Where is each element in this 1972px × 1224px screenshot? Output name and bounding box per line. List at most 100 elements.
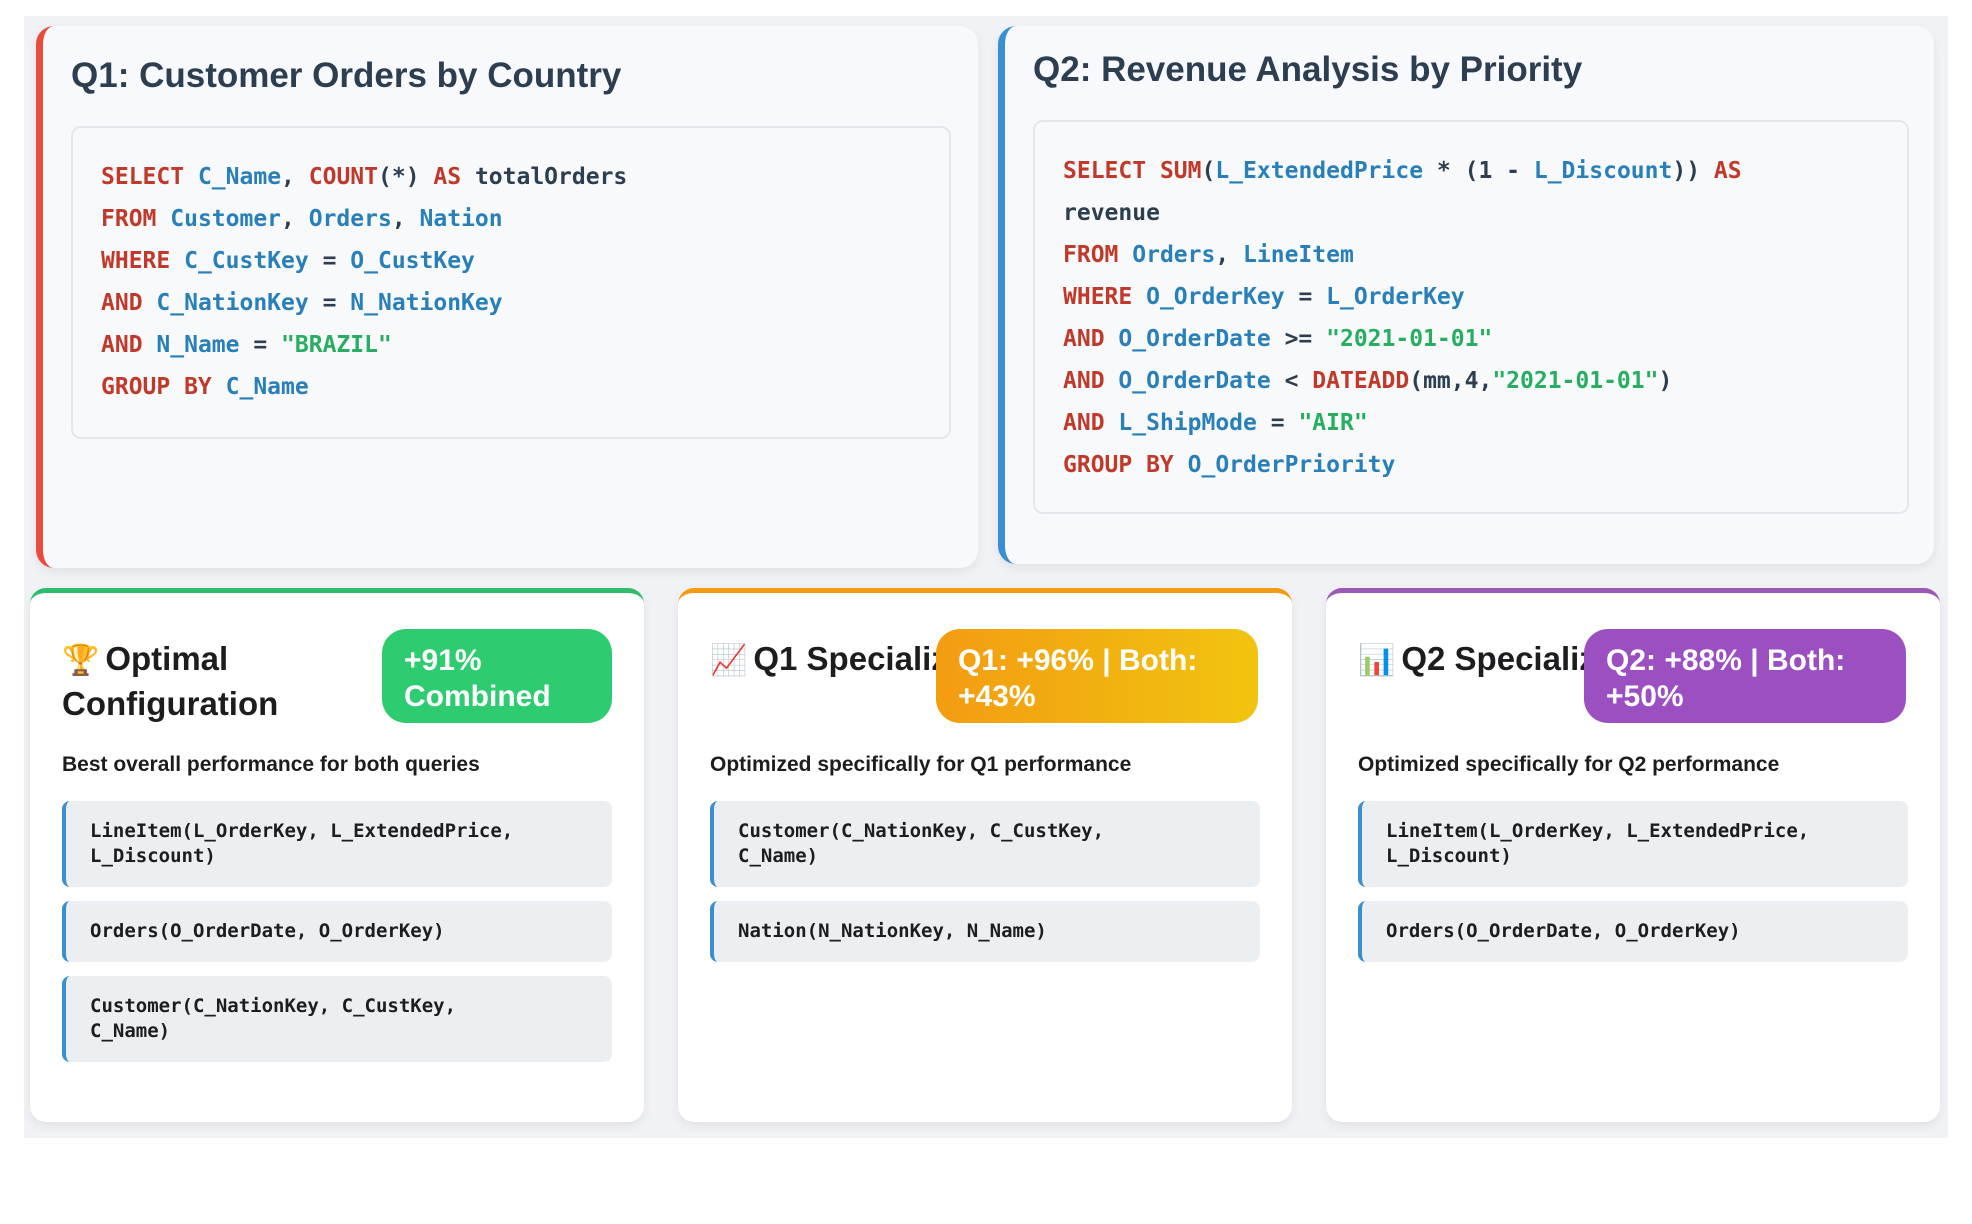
code-token: AND (1063, 368, 1105, 394)
code-token: "2021-01-01" (1492, 368, 1659, 394)
code-line: AND O_OrderDate < DATEADD(mm,4,"2021-01-… (1063, 360, 1879, 402)
code-line: WHERE O_OrderKey = L_OrderKey (1063, 276, 1879, 318)
code-token (1118, 242, 1132, 268)
code-line: FROM Customer, Orders, Nation (101, 198, 921, 240)
code-token: = (1256, 410, 1299, 436)
code-token: )) (1672, 158, 1714, 184)
code-token (1132, 284, 1146, 310)
dashboard-canvas: Q1: Customer Orders by Country SELECT C_… (24, 16, 1948, 1138)
index-item: Orders(O_OrderDate, O_OrderKey) (62, 901, 612, 962)
code-token (1105, 410, 1119, 436)
index-item: Customer(C_NationKey, C_CustKey, C_Name) (710, 801, 1260, 887)
code-token: ( (1201, 158, 1216, 184)
q1-specialized-description: Optimized specifically for Q1 performanc… (710, 753, 1132, 776)
code-token: AND (1063, 326, 1105, 352)
trophy-icon: 🏆 (62, 644, 100, 677)
code-token (1146, 158, 1160, 184)
code-token: Nation (419, 206, 503, 232)
code-token: AND (1063, 410, 1105, 436)
code-token: N_Name (156, 332, 240, 358)
index-item: LineItem(L_OrderKey, L_ExtendedPrice, L_… (62, 801, 612, 887)
code-token: ) (1658, 368, 1673, 394)
code-token: Orders (308, 206, 392, 232)
q2-index-list: LineItem(L_OrderKey, L_ExtendedPrice, L_… (1358, 801, 1908, 976)
code-token: SUM (1159, 158, 1202, 184)
code-line: GROUP BY O_OrderPriority (1063, 444, 1879, 486)
code-token: GROUP BY (1063, 452, 1174, 478)
code-line: GROUP BY C_Name (101, 366, 921, 408)
code-token: >= (1270, 326, 1327, 352)
code-token (170, 248, 184, 274)
q1-specialized-badge: Q1: +96% | Both: +43% (936, 629, 1258, 723)
code-token: "BRAZIL" (281, 332, 392, 358)
optimal-index-list: LineItem(L_OrderKey, L_ExtendedPrice, L_… (62, 801, 612, 1076)
chart-increasing-icon: 📈 (710, 644, 748, 677)
code-line: AND N_Name = "BRAZIL" (101, 324, 921, 366)
index-item: LineItem(L_OrderKey, L_ExtendedPrice, L_… (1358, 801, 1908, 887)
code-token: C_Name (197, 164, 282, 190)
code-token: = (308, 290, 351, 316)
code-token: "AIR" (1298, 410, 1368, 436)
code-token (184, 164, 198, 190)
code-token: GROUP BY (101, 374, 212, 400)
optimal-config-title: Optimal Configuration (62, 640, 279, 722)
q2-specialized-description: Optimized specifically for Q2 performanc… (1358, 753, 1780, 776)
code-line: AND O_OrderDate >= "2021-01-01" (1063, 318, 1879, 360)
code-line: AND L_ShipMode = "AIR" (1063, 402, 1879, 444)
index-item: Customer(C_NationKey, C_CustKey, C_Name) (62, 976, 612, 1062)
code-line: FROM Orders, LineItem (1063, 234, 1879, 276)
code-token: AND (101, 332, 143, 358)
q1-code-block: SELECT C_Name, COUNT(*) AS totalOrders FR… (71, 126, 951, 439)
index-item: Orders(O_OrderDate, O_OrderKey) (1358, 901, 1908, 962)
code-token: Orders (1132, 242, 1216, 268)
code-line: SELECT SUM(L_ExtendedPrice * (1 - L_Disc… (1063, 150, 1879, 192)
code-token: C_CustKey (184, 248, 309, 274)
code-token: FROM (1063, 242, 1119, 268)
code-token (156, 206, 170, 232)
code-token: , (281, 206, 309, 232)
code-token: SELECT (1063, 158, 1147, 184)
code-token (1105, 368, 1119, 394)
code-token: L_OrderKey (1326, 284, 1465, 310)
code-line: AND C_NationKey = N_NationKey (101, 282, 921, 324)
q2-specialized-card: 📊 Q2 Specialized Q2: +88% | Both: +50% Op… (1326, 588, 1940, 1122)
code-token: C_NationKey (156, 290, 309, 316)
q2-query-card: Q2: Revenue Analysis by Priority SELECT … (998, 26, 1934, 564)
code-token (1105, 326, 1119, 352)
code-token: O_CustKey (350, 248, 475, 274)
code-token: * (1 - (1423, 158, 1534, 184)
code-token: Customer (170, 206, 282, 232)
code-token: WHERE (101, 248, 171, 274)
optimal-config-badge: +91% Combined (382, 629, 612, 723)
code-token (143, 332, 157, 358)
code-token: L_Discount (1533, 158, 1673, 184)
optimal-config-card: 🏆 Optimal Configuration +91% Combined Bes… (30, 588, 644, 1122)
code-line: WHERE C_CustKey = O_CustKey (101, 240, 921, 282)
q2-specialized-badge: Q2: +88% | Both: +50% (1584, 629, 1906, 723)
q2-title: Q2: Revenue Analysis by Priority (1033, 50, 1583, 89)
code-token: = (308, 248, 351, 274)
code-token: O_OrderKey (1146, 284, 1285, 310)
q2-code-block: SELECT SUM(L_ExtendedPrice * (1 - L_Disc… (1033, 120, 1909, 514)
code-token: (*) (378, 164, 434, 190)
q1-title: Q1: Customer Orders by Country (71, 56, 622, 95)
code-token: DATEADD (1312, 368, 1410, 394)
code-token: C_Name (225, 374, 309, 400)
index-item: Nation(N_NationKey, N_Name) (710, 901, 1260, 962)
code-token: LineItem (1243, 242, 1354, 268)
code-token: AS (433, 164, 462, 190)
code-token: , (1215, 242, 1244, 268)
code-token: AND (101, 290, 143, 316)
code-token: WHERE (1063, 284, 1133, 310)
code-token: , (281, 164, 309, 190)
code-token: L_ShipMode (1118, 410, 1257, 436)
code-token: O_OrderDate (1118, 368, 1271, 394)
bar-chart-icon: 📊 (1358, 644, 1396, 677)
code-token: < (1270, 368, 1313, 394)
q1-index-list: Customer(C_NationKey, C_CustKey, C_Name)… (710, 801, 1260, 976)
code-token: = (239, 332, 282, 358)
code-token (1174, 452, 1188, 478)
code-token: revenue (1063, 200, 1160, 226)
code-token: (mm,4, (1409, 368, 1493, 394)
q1-specialized-card: 📈 Q1 Specialized Q1: +96% | Both: +43% Op… (678, 588, 1292, 1122)
